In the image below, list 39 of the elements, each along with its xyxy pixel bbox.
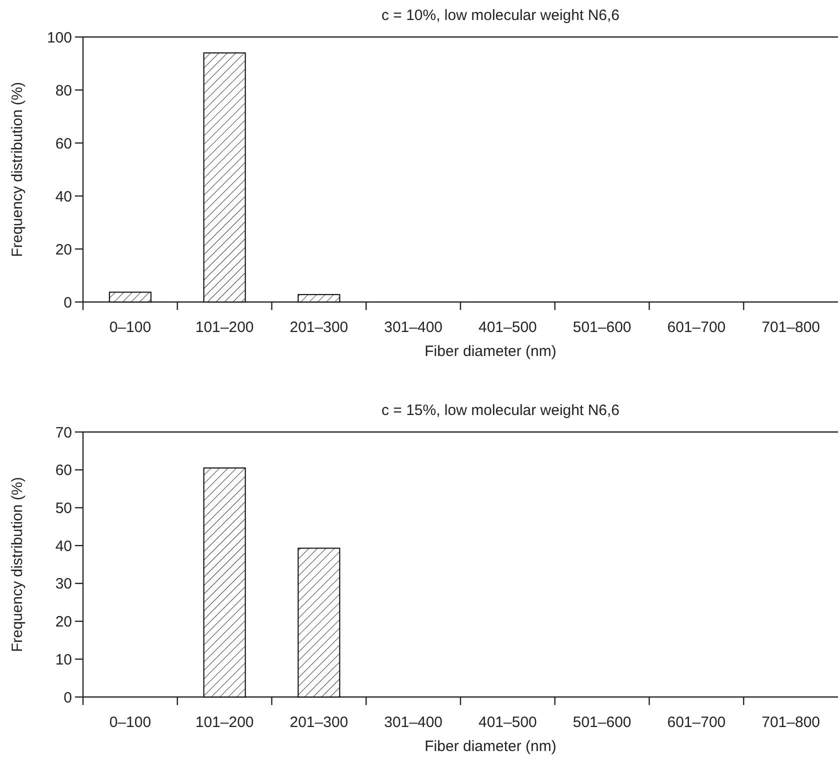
y-tick-label: 60 (55, 462, 72, 480)
x-tick-label: 501–600 (572, 714, 632, 731)
y-tick-label: 30 (55, 576, 72, 593)
y-tick-label: 40 (55, 538, 72, 555)
y-tick-label: 80 (55, 82, 72, 100)
x-tick-label: 0–100 (109, 714, 152, 731)
chart-title: c = 10%, low molecular weight N6,6 (381, 7, 620, 24)
y-tick-label: 10 (55, 651, 72, 668)
y-axis-title: Frequency distribution (%) (9, 476, 26, 652)
y-tick-label: 50 (55, 500, 72, 517)
y-tick-label: 20 (55, 241, 72, 258)
x-tick-label: 201–300 (290, 319, 348, 336)
y-tick-label: 0 (64, 689, 72, 706)
y-tick-label: 70 (55, 424, 72, 442)
y-tick-label: 0 (64, 294, 72, 312)
bar (298, 294, 340, 302)
y-tick-label: 40 (55, 188, 72, 206)
x-tick-label: 601–700 (667, 319, 726, 336)
x-tick-label: 101–200 (195, 319, 254, 336)
x-tick-label: 401–500 (478, 319, 537, 336)
x-tick-label: 201–300 (290, 714, 348, 731)
bar (203, 52, 246, 302)
x-tick-label: 601–700 (667, 714, 726, 731)
y-tick-label: 100 (46, 29, 72, 46)
y-tick-label: 20 (55, 614, 72, 631)
y-tick-label: 60 (55, 135, 72, 152)
x-tick-label: 401–500 (478, 714, 537, 731)
x-tick-label: 701–800 (762, 714, 820, 731)
x-tick-label: 301–400 (384, 714, 443, 731)
x-tick-label: 0–100 (109, 319, 152, 336)
bar (108, 292, 152, 302)
y-axis-title: Frequency distribution (%) (9, 82, 26, 258)
x-axis-title: Fiber diameter (nm) (424, 738, 556, 755)
x-axis-title: Fiber diameter (nm) (424, 343, 556, 360)
x-tick-label: 301–400 (384, 319, 443, 336)
x-tick-label: 501–600 (572, 319, 632, 336)
x-tick-label: 101–200 (195, 714, 254, 731)
x-tick-label: 701–800 (762, 319, 820, 336)
chart-title: c = 15%, low molecular weight N6,6 (381, 402, 620, 419)
